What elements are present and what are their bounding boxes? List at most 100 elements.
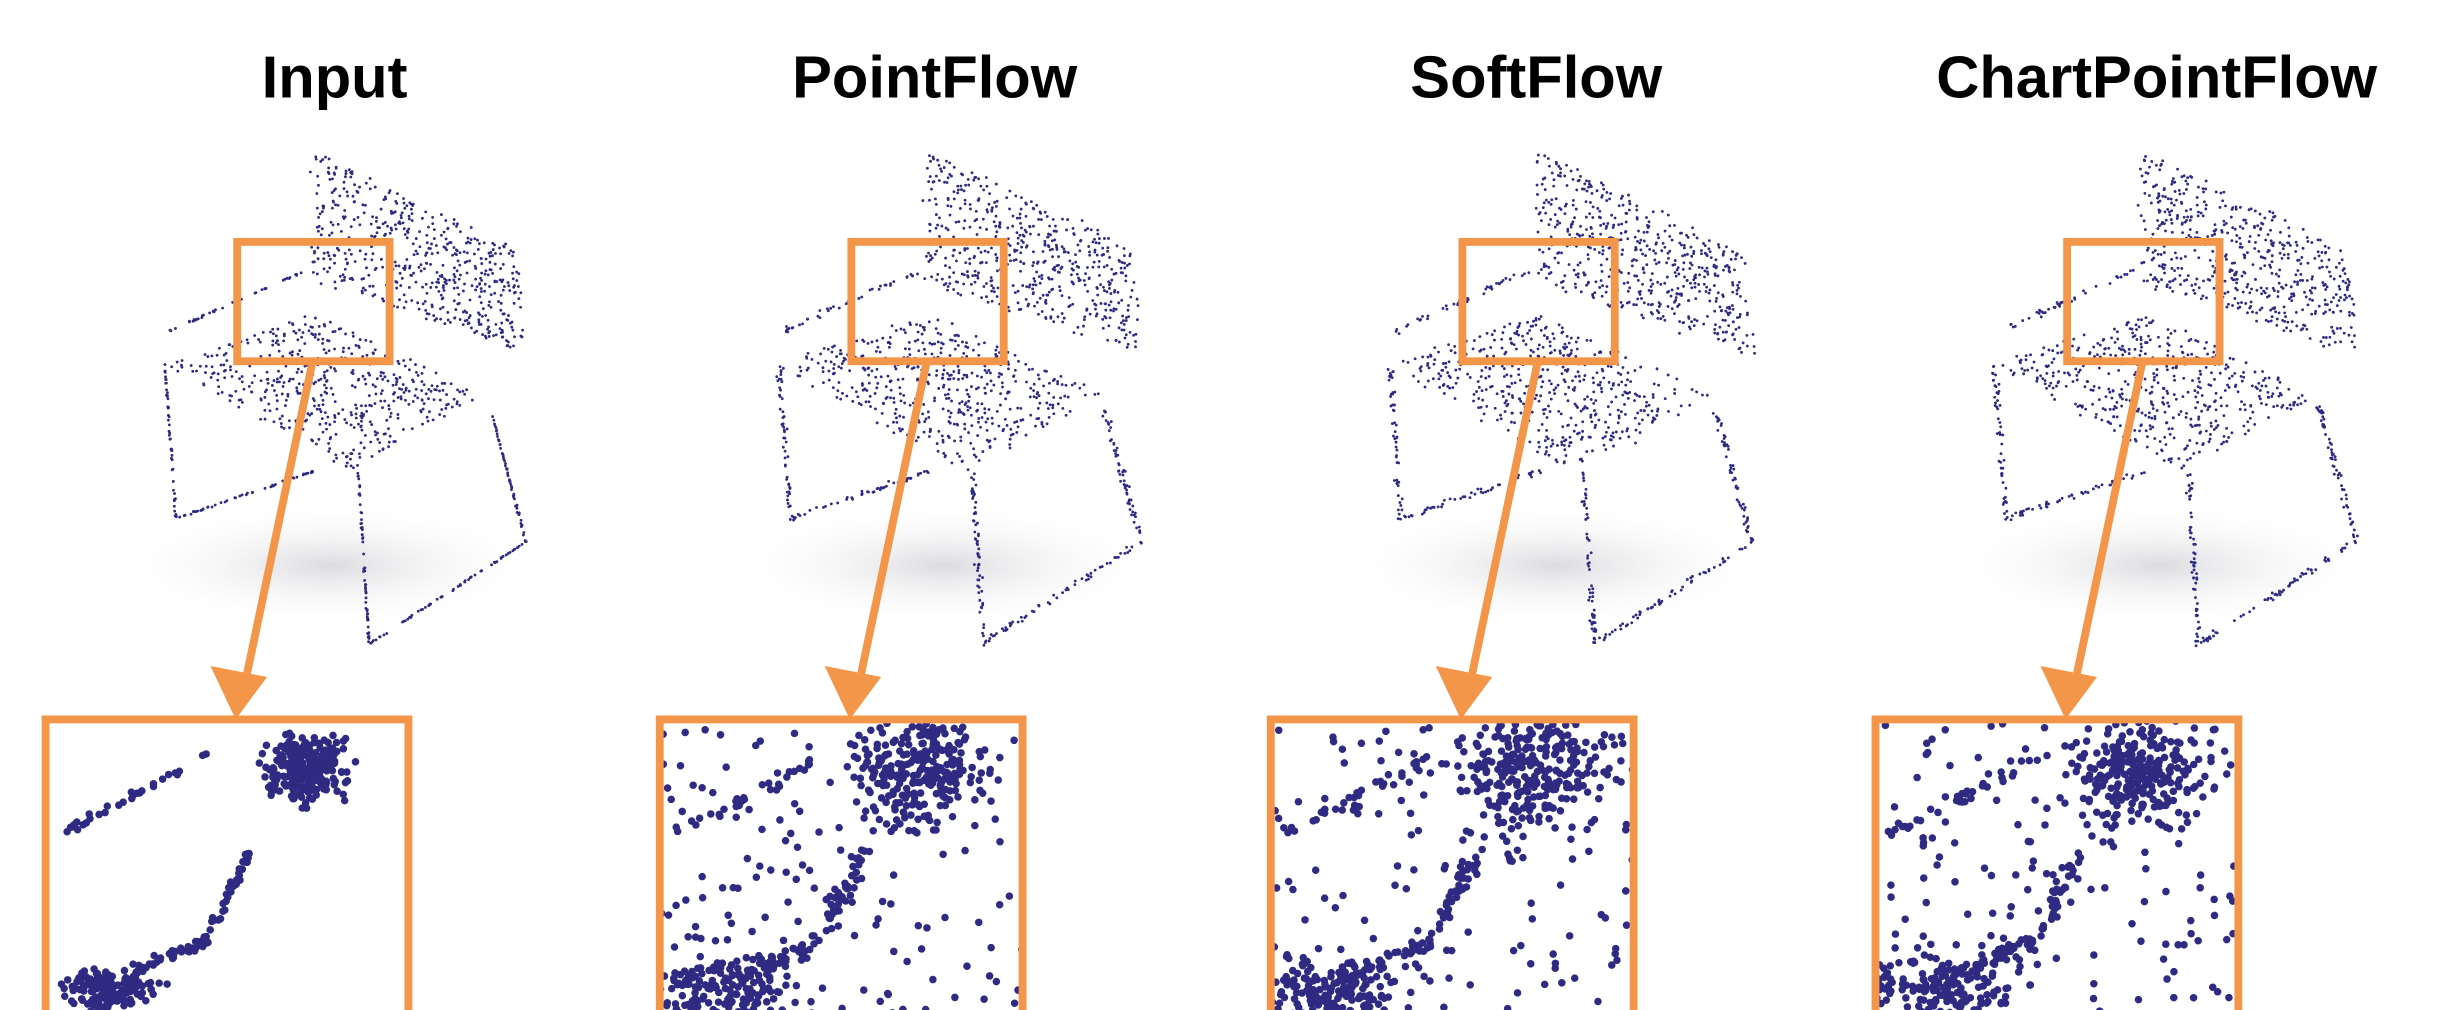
point — [982, 626, 985, 629]
point — [1682, 321, 1685, 324]
point — [344, 268, 347, 271]
point — [1570, 349, 1573, 352]
point — [1681, 254, 1684, 257]
point — [961, 173, 964, 176]
point — [410, 274, 413, 277]
point — [273, 389, 276, 392]
point — [1025, 434, 1028, 437]
point — [332, 393, 335, 396]
point — [480, 287, 483, 290]
point — [1707, 247, 1710, 250]
point — [694, 997, 702, 1005]
point — [858, 875, 866, 883]
point — [932, 181, 935, 184]
point — [188, 320, 191, 323]
point — [1444, 366, 1447, 369]
point — [1106, 264, 1109, 267]
point — [321, 227, 324, 230]
point — [1019, 260, 1022, 263]
point — [1573, 386, 1576, 389]
point — [783, 429, 786, 432]
point — [726, 993, 734, 1001]
point — [974, 523, 977, 526]
point — [735, 970, 743, 978]
point — [364, 404, 367, 407]
point — [299, 743, 307, 751]
point — [898, 740, 906, 748]
point — [1544, 439, 1547, 442]
point — [886, 425, 889, 428]
point — [1108, 256, 1111, 259]
point — [341, 797, 349, 805]
point — [832, 367, 835, 370]
point — [501, 555, 504, 558]
point — [996, 754, 1004, 762]
point — [1492, 355, 1495, 358]
point — [1051, 278, 1054, 281]
point — [936, 159, 939, 162]
point — [1532, 351, 1535, 354]
point — [1736, 252, 1739, 255]
point — [783, 773, 791, 781]
point — [376, 231, 379, 234]
point — [1096, 229, 1099, 232]
point — [1670, 295, 1673, 298]
point — [900, 399, 903, 402]
point — [791, 730, 799, 738]
point — [974, 506, 977, 509]
point — [343, 209, 346, 212]
point — [1635, 248, 1638, 251]
point — [432, 418, 435, 421]
point — [500, 294, 503, 297]
point — [1508, 322, 1511, 325]
point — [1705, 286, 1708, 289]
point — [312, 397, 315, 400]
point — [922, 326, 925, 329]
point — [936, 442, 939, 445]
point — [363, 446, 366, 449]
point — [1133, 281, 1136, 284]
point — [986, 383, 989, 386]
point — [1103, 289, 1106, 292]
point — [783, 415, 786, 418]
point — [1548, 454, 1551, 457]
point — [1573, 269, 1576, 272]
point — [1563, 175, 1566, 178]
point — [1123, 479, 1126, 482]
point — [1133, 521, 1136, 524]
point — [268, 354, 271, 357]
point — [867, 491, 870, 494]
point — [774, 988, 782, 996]
point — [1040, 274, 1043, 277]
point — [950, 374, 953, 377]
point — [402, 620, 405, 623]
point — [698, 873, 706, 881]
point — [1739, 313, 1742, 316]
point — [919, 324, 922, 327]
point — [172, 489, 175, 492]
point — [1657, 236, 1660, 239]
point — [1128, 500, 1131, 503]
column-title: Input — [262, 43, 408, 110]
point — [511, 272, 514, 275]
point — [902, 770, 910, 778]
point — [1581, 188, 1584, 191]
point — [395, 202, 398, 205]
point — [1540, 329, 1543, 332]
point — [781, 410, 784, 413]
point — [451, 589, 454, 592]
point — [1722, 269, 1725, 272]
point — [329, 437, 332, 440]
point — [777, 953, 785, 961]
point — [354, 404, 357, 407]
point — [241, 401, 244, 404]
point — [937, 450, 940, 453]
point — [1620, 232, 1623, 235]
point — [403, 293, 406, 296]
point — [190, 513, 193, 516]
point — [397, 396, 400, 399]
point — [333, 748, 341, 756]
point — [833, 372, 836, 375]
point — [264, 418, 267, 421]
point — [1061, 266, 1064, 269]
